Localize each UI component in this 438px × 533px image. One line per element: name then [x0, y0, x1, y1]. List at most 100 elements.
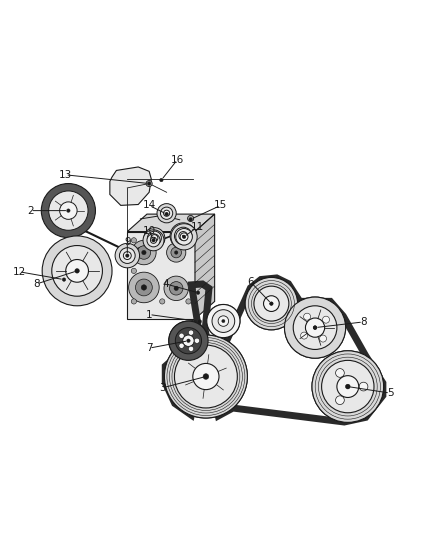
Circle shape	[336, 369, 344, 377]
Circle shape	[203, 374, 209, 379]
Circle shape	[131, 299, 137, 304]
Circle shape	[174, 251, 178, 254]
Circle shape	[142, 251, 146, 255]
Circle shape	[169, 321, 208, 360]
Text: 9: 9	[124, 238, 131, 247]
Text: 8: 8	[360, 317, 367, 327]
Text: 10: 10	[143, 225, 155, 236]
Circle shape	[179, 333, 184, 338]
Circle shape	[264, 296, 279, 311]
Circle shape	[207, 304, 240, 338]
Circle shape	[171, 247, 181, 258]
Circle shape	[293, 306, 337, 350]
Circle shape	[254, 286, 289, 321]
Circle shape	[131, 238, 137, 243]
Circle shape	[359, 382, 368, 391]
Circle shape	[62, 278, 66, 281]
Circle shape	[346, 384, 350, 389]
Circle shape	[180, 233, 188, 241]
Circle shape	[187, 339, 190, 343]
Circle shape	[144, 228, 165, 248]
Polygon shape	[127, 231, 195, 319]
Circle shape	[164, 335, 247, 418]
Circle shape	[124, 252, 131, 260]
Circle shape	[285, 297, 346, 358]
Circle shape	[313, 326, 317, 329]
Circle shape	[346, 385, 350, 389]
Circle shape	[304, 313, 311, 320]
Circle shape	[222, 319, 225, 322]
Circle shape	[174, 345, 237, 408]
Circle shape	[313, 326, 317, 329]
Circle shape	[218, 316, 229, 326]
Text: 2: 2	[27, 206, 34, 216]
Circle shape	[169, 321, 208, 360]
Text: 3: 3	[159, 383, 166, 393]
Circle shape	[313, 326, 317, 329]
Circle shape	[164, 335, 247, 418]
Text: 15: 15	[214, 200, 227, 211]
Circle shape	[182, 235, 186, 239]
Polygon shape	[127, 214, 215, 231]
Circle shape	[189, 217, 192, 221]
Circle shape	[164, 276, 188, 301]
Circle shape	[160, 207, 173, 220]
Text: 1: 1	[146, 310, 152, 319]
Circle shape	[188, 330, 194, 335]
Circle shape	[305, 318, 325, 337]
Circle shape	[163, 210, 170, 216]
Circle shape	[166, 213, 167, 214]
Circle shape	[132, 240, 156, 265]
Circle shape	[146, 181, 152, 187]
Circle shape	[336, 396, 344, 405]
Circle shape	[304, 313, 311, 320]
Circle shape	[293, 306, 337, 350]
Circle shape	[312, 351, 384, 422]
Circle shape	[159, 238, 165, 243]
Polygon shape	[110, 167, 151, 205]
Circle shape	[183, 236, 185, 238]
Circle shape	[175, 328, 201, 354]
Polygon shape	[195, 214, 215, 319]
Circle shape	[186, 238, 191, 243]
Text: 8: 8	[33, 279, 40, 289]
Circle shape	[170, 281, 183, 295]
Circle shape	[66, 260, 88, 282]
Circle shape	[135, 279, 152, 296]
Text: 4: 4	[162, 279, 169, 289]
Circle shape	[322, 316, 329, 323]
Circle shape	[337, 376, 359, 398]
Circle shape	[245, 277, 297, 330]
Circle shape	[153, 240, 154, 241]
Circle shape	[346, 384, 350, 389]
Text: 11: 11	[191, 222, 204, 232]
Circle shape	[166, 243, 186, 262]
Circle shape	[337, 376, 359, 398]
Circle shape	[196, 291, 200, 294]
Circle shape	[319, 335, 326, 342]
Circle shape	[137, 246, 151, 259]
Circle shape	[60, 202, 77, 220]
Circle shape	[176, 229, 192, 245]
Circle shape	[170, 223, 196, 249]
Circle shape	[182, 235, 184, 237]
Circle shape	[321, 360, 374, 413]
Circle shape	[147, 234, 160, 247]
Circle shape	[150, 237, 156, 244]
Circle shape	[141, 285, 147, 290]
Circle shape	[127, 255, 128, 256]
Circle shape	[157, 204, 176, 223]
Circle shape	[218, 316, 229, 326]
Circle shape	[193, 364, 219, 390]
Circle shape	[143, 230, 164, 251]
Circle shape	[319, 335, 326, 342]
Circle shape	[198, 320, 201, 323]
Circle shape	[179, 231, 187, 240]
Circle shape	[336, 396, 344, 405]
Text: 16: 16	[171, 155, 184, 165]
Text: 7: 7	[146, 343, 152, 353]
Circle shape	[115, 244, 140, 268]
Circle shape	[179, 333, 184, 338]
Circle shape	[165, 212, 168, 216]
Circle shape	[188, 346, 194, 351]
